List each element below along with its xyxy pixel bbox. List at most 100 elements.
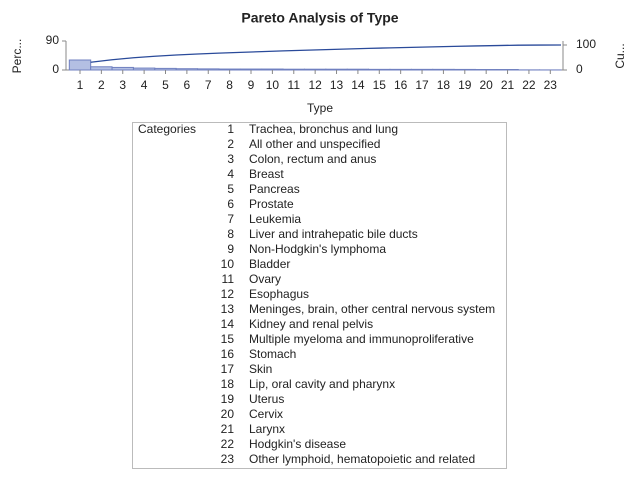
y-tick-label: 90 bbox=[46, 33, 60, 47]
bar bbox=[303, 68, 327, 71]
x-tick-label: 1 bbox=[77, 78, 84, 92]
x-tick-label: 7 bbox=[205, 78, 212, 92]
table-key: 5 bbox=[227, 182, 234, 196]
x-tick-label: 22 bbox=[522, 78, 536, 92]
table-key: 6 bbox=[227, 197, 234, 211]
bar bbox=[368, 68, 391, 71]
table-key: 17 bbox=[221, 362, 235, 376]
table-key: 16 bbox=[221, 347, 235, 361]
table-name: Multiple myeloma and immunoproliferative bbox=[249, 332, 474, 346]
table-name: Non-Hodgkin's lymphoma bbox=[249, 242, 386, 256]
table-key: 1 bbox=[227, 122, 234, 136]
bar bbox=[197, 68, 220, 71]
x-tick-label: 23 bbox=[544, 78, 558, 92]
x-tick-label: 15 bbox=[373, 78, 387, 92]
table-key: 3 bbox=[227, 152, 234, 166]
y-axis-label: Perc... bbox=[10, 39, 24, 74]
cumulative-line bbox=[90, 44, 562, 63]
table-key: 12 bbox=[221, 287, 235, 301]
table-key: 18 bbox=[221, 377, 235, 391]
bar bbox=[218, 68, 241, 71]
table-name: Meninges, brain, other central nervous s… bbox=[249, 302, 495, 316]
table-key: 10 bbox=[221, 257, 235, 271]
table-name: Prostate bbox=[249, 197, 294, 211]
table-name: Other lymphoid, hematopoietic and relate… bbox=[249, 452, 475, 466]
table-key: 15 bbox=[221, 332, 235, 346]
table-key: 14 bbox=[221, 317, 235, 331]
table-name: Cervix bbox=[249, 407, 283, 421]
table-name: Skin bbox=[249, 362, 272, 376]
table-name: Lip, oral cavity and pharynx bbox=[249, 377, 395, 391]
bar bbox=[154, 67, 177, 71]
x-tick-label: 17 bbox=[415, 78, 429, 92]
x-tick-label: 8 bbox=[226, 78, 233, 92]
x-tick-label: 13 bbox=[330, 78, 344, 92]
x-tick-label: 12 bbox=[308, 78, 322, 92]
table-name: Leukemia bbox=[249, 212, 301, 226]
table-key: 19 bbox=[221, 392, 235, 406]
table-name: Uterus bbox=[249, 392, 284, 406]
x-tick-label: 9 bbox=[248, 78, 255, 92]
x-tick-label: 19 bbox=[458, 78, 472, 92]
bar bbox=[282, 68, 305, 71]
table-key: 23 bbox=[221, 452, 235, 466]
y-tick-label: 0 bbox=[52, 62, 59, 76]
bar bbox=[239, 68, 263, 71]
table-name: Pancreas bbox=[249, 182, 300, 196]
x-axis-label: Type bbox=[307, 101, 333, 115]
x-tick-label: 2 bbox=[98, 78, 105, 92]
table-key: 7 bbox=[227, 212, 234, 226]
x-tick-label: 11 bbox=[288, 78, 301, 92]
table-key: 20 bbox=[221, 407, 235, 421]
x-tick-label: 3 bbox=[119, 78, 126, 92]
table-name: Larynx bbox=[249, 422, 285, 436]
bar bbox=[132, 67, 156, 71]
table-name: All other and unspecified bbox=[249, 137, 380, 151]
table-header: Categories bbox=[138, 122, 196, 136]
bar bbox=[410, 68, 434, 71]
table-name: Bladder bbox=[249, 257, 290, 271]
table-name: Liver and intrahepatic bile ducts bbox=[249, 227, 418, 241]
bar bbox=[111, 66, 134, 71]
y2-axis-label: Cu... bbox=[613, 43, 627, 68]
table-key: 22 bbox=[221, 437, 235, 451]
table-name: Hodgkin's disease bbox=[249, 437, 346, 451]
x-tick-label: 5 bbox=[162, 78, 169, 92]
bar bbox=[432, 68, 455, 71]
category-table bbox=[132, 122, 507, 469]
table-key: 21 bbox=[221, 422, 235, 436]
table-key: 11 bbox=[222, 272, 235, 286]
x-tick-label: 14 bbox=[351, 78, 365, 92]
table-name: Trachea, bronchus and lung bbox=[249, 122, 398, 136]
bar bbox=[261, 68, 284, 71]
table-name: Kidney and renal pelvis bbox=[249, 317, 373, 331]
x-tick-label: 20 bbox=[479, 78, 493, 92]
table-key: 9 bbox=[227, 242, 234, 256]
table-key: 2 bbox=[227, 137, 234, 151]
x-tick-label: 6 bbox=[184, 78, 191, 92]
x-tick-label: 4 bbox=[141, 78, 148, 92]
table-name: Colon, rectum and anus bbox=[249, 152, 376, 166]
y2-tick-label: 0 bbox=[576, 62, 583, 76]
x-tick-label: 10 bbox=[266, 78, 280, 92]
chart-title: Pareto Analysis of Type bbox=[241, 10, 398, 26]
table-name: Esophagus bbox=[249, 287, 309, 301]
x-tick-label: 18 bbox=[437, 78, 451, 92]
bar bbox=[175, 68, 199, 71]
bar bbox=[453, 68, 476, 71]
x-tick-label: 16 bbox=[394, 78, 408, 92]
table-name: Breast bbox=[249, 167, 284, 181]
table-name: Ovary bbox=[249, 272, 281, 286]
table-key: 13 bbox=[221, 302, 235, 316]
bar bbox=[68, 59, 92, 71]
table-key: 8 bbox=[227, 227, 234, 241]
bar bbox=[346, 68, 370, 71]
bar bbox=[325, 68, 348, 71]
x-tick-label: 21 bbox=[501, 78, 515, 92]
bar bbox=[389, 68, 412, 71]
table-key: 4 bbox=[227, 167, 234, 181]
y2-tick-label: 100 bbox=[576, 37, 596, 51]
table-name: Stomach bbox=[249, 347, 296, 361]
